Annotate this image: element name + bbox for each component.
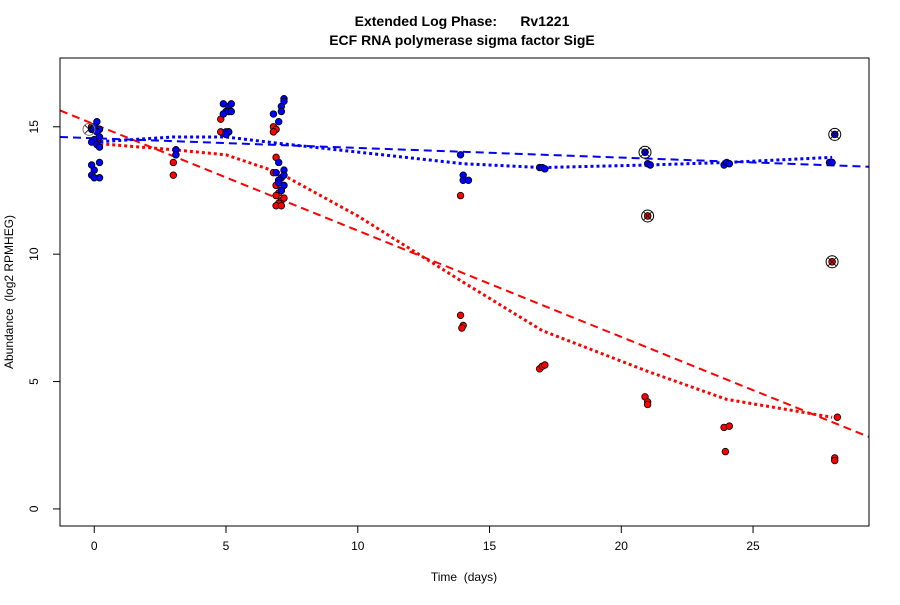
outlier-ring (638, 145, 652, 159)
blue-data-point (456, 151, 465, 159)
blue-data-point (275, 117, 283, 126)
chart-subtitle: ECF RNA polymerase sigma factor SigE (329, 32, 595, 48)
red-dotted-fit-line (94, 141, 833, 419)
blue-data-point (272, 168, 280, 177)
y-tick-label: 5 (27, 378, 41, 385)
outlier-cross (84, 125, 94, 134)
blue-data-point (725, 160, 734, 168)
red-data-point (169, 158, 178, 167)
blue-data-point (646, 161, 654, 169)
red-data-point (833, 413, 842, 421)
blue-dotted-fit-line (94, 135, 833, 170)
red-data-point (725, 422, 734, 430)
blue-data-point (269, 110, 278, 118)
red-data-point (643, 400, 652, 409)
blue-data-point (222, 130, 230, 139)
outlier-cross (643, 211, 652, 221)
blue-data-point (95, 158, 104, 167)
outlier-ring (82, 122, 96, 136)
blue-data-point (227, 100, 235, 108)
outlier-ring (825, 255, 839, 269)
y-tick-label: 0 (27, 505, 41, 512)
blue-data-point (464, 176, 473, 184)
red-dashed-fit-line (60, 109, 869, 438)
red-data-point (277, 202, 286, 210)
y-tick-label: 10 (27, 247, 41, 261)
chart-title: Extended Log Phase: Rv1221 (355, 13, 570, 29)
red-data-point (169, 171, 178, 179)
blue-data-point (280, 171, 288, 179)
x-tick-label: 20 (615, 539, 629, 553)
blue-data-point (277, 186, 286, 195)
x-tick-label: 15 (483, 539, 497, 553)
red-data-point (280, 194, 288, 202)
outlier-ring (641, 209, 655, 223)
blue-data-point (541, 165, 549, 173)
x-tick-label: 10 (351, 539, 365, 553)
y-axis-label: Abundance (log2 RPMHEG) (2, 215, 16, 369)
outlier-cross (830, 130, 840, 139)
red-data-point (456, 191, 465, 200)
blue-data-point (95, 174, 104, 182)
outlier-cross (640, 147, 650, 157)
blue-data-point (95, 143, 104, 151)
x-tick-label: 25 (746, 539, 760, 553)
blue-data-point (828, 158, 836, 167)
blue-data-point (95, 133, 104, 141)
y-tick-label: 15 (27, 120, 41, 134)
plot-frame (59, 57, 870, 527)
blue-data-point (275, 179, 283, 187)
red-data-point (272, 191, 280, 200)
red-data-point (456, 311, 465, 320)
blue-data-point (172, 151, 180, 159)
blue-data-point (227, 107, 235, 116)
red-data-point (831, 456, 839, 465)
red-data-point (721, 447, 730, 456)
outlier-ring (828, 127, 842, 141)
blue-data-point (277, 107, 286, 116)
x-axis-label: Time (days) (431, 570, 497, 584)
x-tick-label: 5 (223, 539, 230, 553)
red-data-point (269, 128, 278, 136)
blue-dashed-fit-line (60, 135, 869, 168)
red-data-point (458, 324, 466, 332)
outlier-cross (827, 257, 837, 267)
blue-data-point (275, 158, 283, 167)
red-data-point (541, 361, 549, 369)
x-tick-label: 0 (91, 539, 98, 553)
